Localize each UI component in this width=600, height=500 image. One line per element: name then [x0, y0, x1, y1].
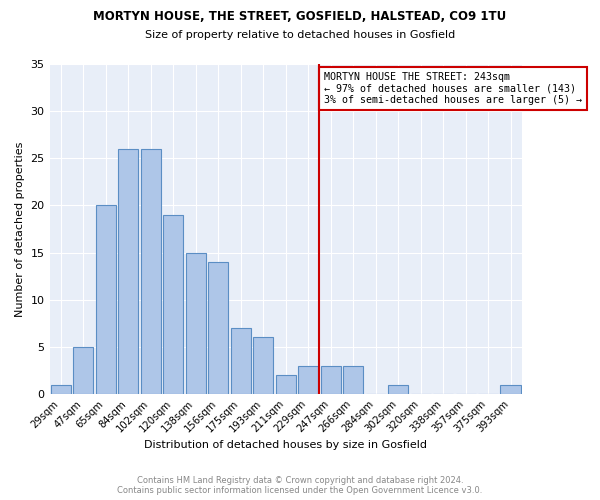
- Bar: [388, 384, 408, 394]
- Bar: [95, 206, 116, 394]
- Bar: [320, 366, 341, 394]
- Text: Size of property relative to detached houses in Gosfield: Size of property relative to detached ho…: [145, 30, 455, 40]
- Bar: [343, 366, 363, 394]
- Y-axis label: Number of detached properties: Number of detached properties: [15, 142, 25, 316]
- Bar: [208, 262, 229, 394]
- Text: MORTYN HOUSE THE STREET: 243sqm
← 97% of detached houses are smaller (143)
3% of: MORTYN HOUSE THE STREET: 243sqm ← 97% of…: [324, 72, 582, 104]
- Bar: [275, 375, 296, 394]
- Bar: [500, 384, 521, 394]
- Bar: [185, 252, 206, 394]
- X-axis label: Distribution of detached houses by size in Gosfield: Distribution of detached houses by size …: [144, 440, 427, 450]
- Text: Contains HM Land Registry data © Crown copyright and database right 2024.
Contai: Contains HM Land Registry data © Crown c…: [118, 476, 482, 495]
- Bar: [140, 149, 161, 394]
- Bar: [230, 328, 251, 394]
- Bar: [253, 338, 274, 394]
- Bar: [163, 215, 184, 394]
- Bar: [118, 149, 139, 394]
- Bar: [50, 384, 71, 394]
- Bar: [73, 347, 94, 394]
- Bar: [298, 366, 319, 394]
- Text: MORTYN HOUSE, THE STREET, GOSFIELD, HALSTEAD, CO9 1TU: MORTYN HOUSE, THE STREET, GOSFIELD, HALS…: [94, 10, 506, 23]
